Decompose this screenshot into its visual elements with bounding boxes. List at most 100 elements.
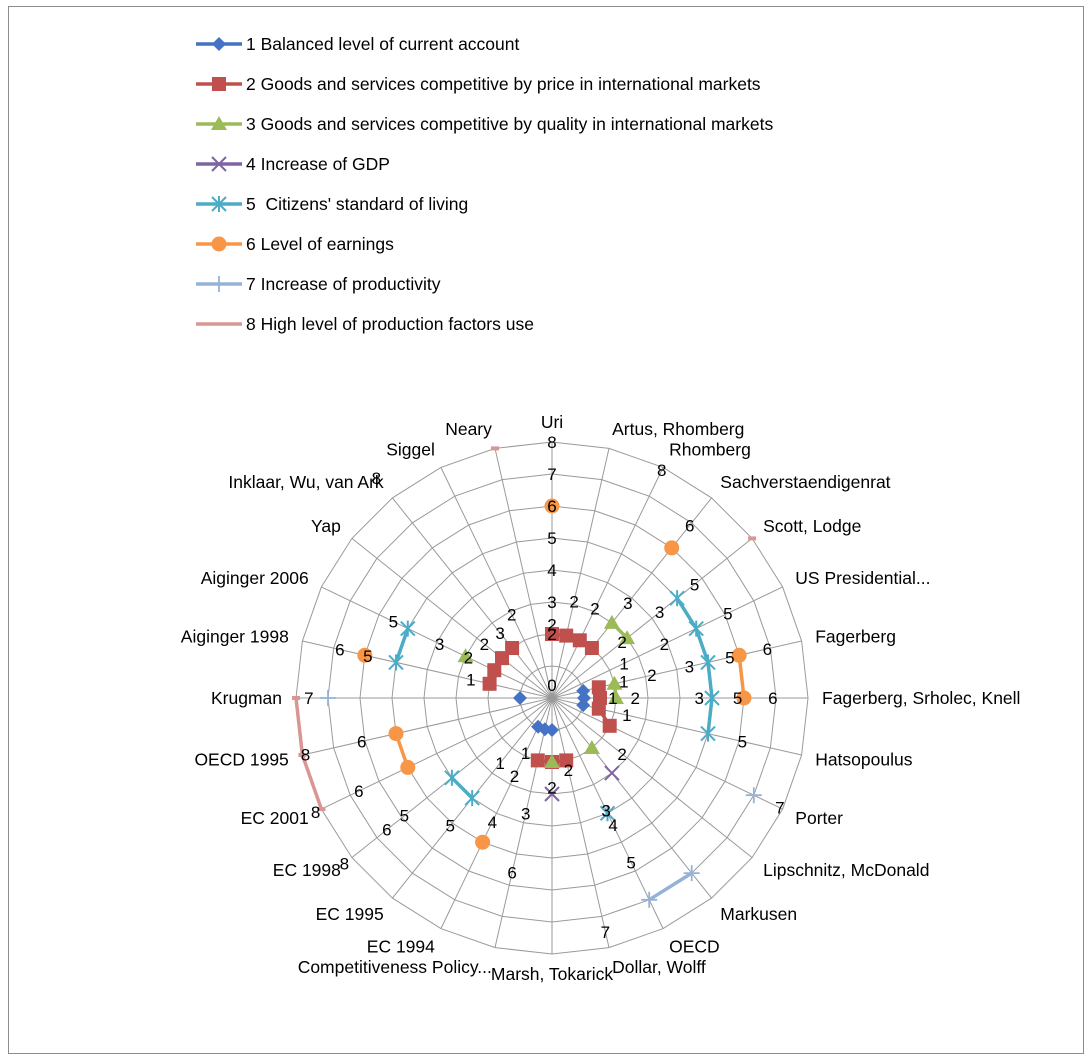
data-label: 1 xyxy=(619,654,628,673)
grid-spoke xyxy=(551,467,664,699)
legend-swatch xyxy=(196,236,242,252)
data-label: 6 xyxy=(507,864,516,883)
legend-item: 5 Citizens' standard of living xyxy=(194,184,773,224)
legend-label: 6 Level of earnings xyxy=(246,233,394,254)
data-label: 1 xyxy=(622,706,631,725)
series-marker xyxy=(736,690,752,706)
data-label: 8 xyxy=(657,461,666,480)
data-label: 1 xyxy=(466,671,475,690)
category-label: Fagerberg xyxy=(815,627,896,647)
category-label: Lipschnitz, McDonald xyxy=(763,860,929,880)
data-label: 2 xyxy=(617,745,626,764)
data-label: 7 xyxy=(601,923,610,942)
data-label: 2 xyxy=(569,592,578,611)
series-marker xyxy=(400,620,416,637)
series-1 xyxy=(513,683,591,737)
grid-spoke xyxy=(551,697,783,810)
series-marker xyxy=(608,690,624,704)
data-label: 2 xyxy=(464,649,473,668)
data-label: 6 xyxy=(685,516,694,535)
category-label: Dollar, Wolff xyxy=(612,957,706,977)
category-label: Siggel xyxy=(386,439,435,459)
series-line xyxy=(294,696,305,757)
data-label: 8 xyxy=(547,433,556,452)
series-marker xyxy=(583,740,600,754)
data-label: 8 xyxy=(301,745,310,764)
series-marker xyxy=(513,691,527,705)
series-marker xyxy=(544,786,560,802)
legend-label: 7 Increase of productivity xyxy=(246,273,441,294)
series-marker xyxy=(444,769,460,786)
series-line xyxy=(647,871,694,902)
series-marker xyxy=(505,641,520,655)
data-label: 3 xyxy=(655,603,664,622)
legend-item: 6 Level of earnings xyxy=(194,224,773,264)
data-label: 3 xyxy=(547,593,556,612)
series-marker xyxy=(619,630,636,645)
series-marker xyxy=(487,663,502,678)
series-marker xyxy=(545,627,559,641)
data-label: 1 xyxy=(521,744,530,763)
category-label: Hatsopoulus xyxy=(815,749,913,769)
grid-spoke xyxy=(440,697,553,929)
series-marker xyxy=(559,628,574,643)
legend-item: 8 High level of production factors use xyxy=(194,304,773,344)
category-label: Krugman xyxy=(211,688,282,708)
data-label: 6 xyxy=(768,689,777,708)
series-marker xyxy=(212,37,226,51)
series-marker xyxy=(599,805,616,822)
data-label: 5 xyxy=(738,732,747,751)
data-label: 7 xyxy=(547,465,556,484)
series-marker xyxy=(683,865,700,882)
radar-grid xyxy=(295,441,809,955)
series-marker xyxy=(584,641,599,655)
data-label: 3 xyxy=(601,801,610,820)
legend-swatch xyxy=(196,196,242,212)
category-label: Artus, Rhomberg xyxy=(612,419,744,439)
legend-swatch xyxy=(196,156,242,172)
legend-label: 2 Goods and services competitive by pric… xyxy=(246,73,761,94)
category-label: Uri xyxy=(541,412,563,432)
data-label: 3 xyxy=(521,804,530,823)
grid-spoke xyxy=(551,586,783,699)
series-marker xyxy=(602,718,617,733)
grid-spoke xyxy=(392,497,553,699)
series-marker xyxy=(544,754,560,768)
radar-series xyxy=(292,446,762,908)
data-label: 7 xyxy=(304,689,313,708)
data-label: 3 xyxy=(685,658,694,677)
category-label: Competitiveness Policy... xyxy=(298,957,492,977)
series-8 xyxy=(292,446,757,812)
series-marker xyxy=(211,156,227,172)
data-label: 2 xyxy=(480,635,489,654)
data-label: 5 xyxy=(363,647,372,666)
grid-spoke xyxy=(551,448,610,699)
series-line xyxy=(694,626,710,665)
legend-swatch xyxy=(196,322,242,326)
grid-spoke xyxy=(551,697,753,858)
data-label: 5 xyxy=(389,613,398,632)
series-marker xyxy=(700,725,716,742)
series-marker xyxy=(211,196,227,212)
series-marker xyxy=(357,647,373,663)
series-marker xyxy=(320,690,336,706)
data-label: 1 xyxy=(619,673,628,692)
legend-swatch xyxy=(196,37,242,51)
legend-item: 3 Goods and services competitive by qual… xyxy=(194,104,773,144)
data-label: 8 xyxy=(372,469,381,488)
category-label: Fagerberg, Srholec, Knell xyxy=(822,688,1020,708)
series-6 xyxy=(357,498,752,850)
data-label: 7 xyxy=(775,799,784,818)
category-label: OECD xyxy=(669,937,720,957)
data-label: 5 xyxy=(725,648,734,667)
data-label: 2 xyxy=(647,666,656,685)
grid-spoke xyxy=(351,538,553,699)
legend-item: 2 Goods and services competitive by pric… xyxy=(194,64,773,104)
series-marker xyxy=(482,676,497,691)
data-label: 1 xyxy=(608,689,617,708)
data-label: 3 xyxy=(495,624,504,643)
category-label: Neary xyxy=(445,419,492,439)
grid-spoke xyxy=(494,448,553,699)
data-label: 4 xyxy=(488,813,497,832)
category-label: Marsh, Tokarick xyxy=(491,964,613,984)
